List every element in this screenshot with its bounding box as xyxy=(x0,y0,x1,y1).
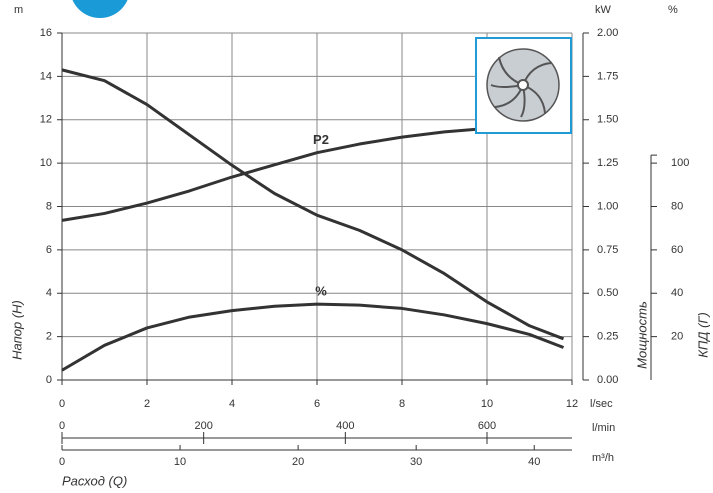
y-tick-label: 12 xyxy=(40,114,52,126)
x-tick-label: 12 xyxy=(566,398,578,410)
x-unit: l/sec xyxy=(590,398,613,410)
x-label: Расход (Q) xyxy=(62,473,127,488)
curve xyxy=(61,68,565,341)
x2-tick-label: 0 xyxy=(59,420,65,432)
x2-unit: l/min xyxy=(592,422,615,434)
x2-tick-label: 200 xyxy=(194,420,212,432)
y2-tick-label: 0.25 xyxy=(597,331,618,343)
y-tick-label: 8 xyxy=(46,200,52,212)
y-tick-label: 4 xyxy=(46,287,52,299)
curve-label: % xyxy=(315,284,327,299)
y3-tick-label: 40 xyxy=(671,287,683,299)
y-tick-label: 0 xyxy=(46,374,52,386)
x3-tick-label: 30 xyxy=(410,456,422,468)
x3-tick-label: 40 xyxy=(528,456,540,468)
y-tick-label: 10 xyxy=(40,157,52,169)
x3-tick-label: 20 xyxy=(292,456,304,468)
y-label: Напор (H) xyxy=(9,300,24,360)
x-tick-label: 8 xyxy=(399,398,405,410)
x-tick-label: 6 xyxy=(314,398,320,410)
x3-tick-label: 0 xyxy=(59,456,65,468)
curve xyxy=(61,125,505,222)
y-tick-label: 14 xyxy=(40,70,52,82)
x-tick-label: 2 xyxy=(144,398,150,410)
y3-tick-label: 20 xyxy=(671,331,683,343)
y2-tick-label: 0.75 xyxy=(597,244,618,256)
y-tick-label: 6 xyxy=(46,244,52,256)
y2-tick-label: 0.00 xyxy=(597,374,618,386)
y3-tick-label: 60 xyxy=(671,244,683,256)
y-unit: m xyxy=(14,4,23,16)
y3-unit: % xyxy=(668,4,678,16)
x3-tick-label: 10 xyxy=(174,456,186,468)
y2-tick-label: 1.25 xyxy=(597,157,618,169)
x-tick-label: 10 xyxy=(481,398,493,410)
x2-tick-label: 400 xyxy=(336,420,354,432)
curve xyxy=(61,302,565,372)
y2-tick-label: 1.00 xyxy=(597,200,618,212)
logo xyxy=(72,0,128,18)
y-tick-label: 2 xyxy=(46,331,52,343)
x2-tick-label: 600 xyxy=(478,420,496,432)
y2-tick-label: 1.50 xyxy=(597,114,618,126)
y2-label: Мощность xyxy=(634,301,649,369)
y-tick-label: 16 xyxy=(40,27,52,39)
y2-unit: kW xyxy=(595,4,612,16)
y3-tick-label: 80 xyxy=(671,200,683,212)
curve-label: P2 xyxy=(313,132,329,147)
y3-tick-label: 100 xyxy=(671,157,689,169)
y2-tick-label: 1.75 xyxy=(597,70,618,82)
x-tick-label: 0 xyxy=(59,398,65,410)
y3-label: КПД (Г) xyxy=(695,312,710,358)
x-tick-label: 4 xyxy=(229,398,235,410)
y2-tick-label: 0.50 xyxy=(597,287,618,299)
x3-unit: m³/h xyxy=(592,452,614,464)
impeller-image xyxy=(475,37,572,134)
y2-tick-label: 2.00 xyxy=(597,27,618,39)
